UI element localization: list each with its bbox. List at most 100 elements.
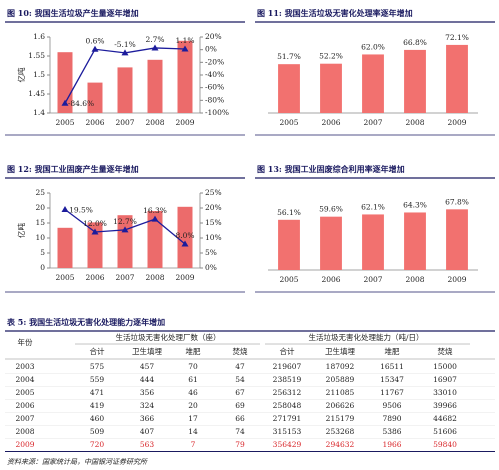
y2-tick-label: 5% (205, 248, 217, 257)
cell: 79 (235, 440, 245, 449)
data-label: 62.1% (361, 202, 385, 211)
cell: 457 (140, 362, 155, 371)
chart-title: 图 10: 我国生活垃圾产生量逐年增加 (7, 8, 139, 18)
data-label: 12.0% (83, 219, 107, 228)
x-tick-label: 2009 (447, 275, 466, 284)
cell: 61 (188, 375, 198, 384)
data-label: 0.6% (85, 36, 104, 45)
bar (177, 206, 193, 268)
y-tick-label: 0 (40, 263, 45, 272)
y2-tick-label: -40% (205, 70, 224, 79)
cell: 315153 (273, 427, 302, 436)
bar (446, 44, 468, 113)
marker (91, 45, 99, 52)
x-tick-label: 2006 (85, 273, 104, 282)
y-tick-label: 10 (35, 233, 45, 242)
x-tick-label: 2009 (175, 273, 194, 282)
cell: 15347 (380, 375, 404, 384)
header-group: 生活垃圾无害化处理厂数（座） (116, 332, 221, 342)
data-label: 16.3% (143, 206, 167, 215)
cell: 356 (140, 388, 155, 397)
x-tick-label: 2008 (145, 118, 164, 127)
y-tick-label: 1.5 (33, 70, 45, 79)
cell: 471 (90, 388, 104, 397)
marker (121, 226, 129, 233)
y-tick-label: 20 (35, 203, 45, 212)
cell: 2008 (15, 427, 34, 436)
y2-tick-label: -20% (205, 57, 224, 66)
cell: 356429 (273, 440, 302, 449)
marker (151, 44, 159, 51)
data-label: 1.1% (175, 36, 194, 45)
header-cell: 合计 (90, 346, 105, 356)
cell: 238519 (273, 375, 302, 384)
x-tick-label: 2007 (115, 118, 134, 127)
cell: 67 (235, 388, 245, 397)
bar (117, 67, 133, 113)
cell: 54 (235, 375, 245, 384)
marker (151, 215, 159, 222)
cell: 5386 (382, 427, 401, 436)
cell: 366 (140, 414, 155, 423)
cell: 256312 (273, 388, 302, 397)
y2-tick-label: 0% (205, 263, 217, 272)
cell: 15000 (433, 362, 457, 371)
x-tick-label: 2007 (363, 275, 382, 284)
cell: 324 (140, 401, 155, 410)
cell: 720 (90, 440, 105, 449)
cell: 17 (188, 414, 198, 423)
cell: 575 (90, 362, 105, 371)
cell: 20 (188, 401, 198, 410)
marker (61, 99, 69, 106)
header-cell: 卫生填埋 (325, 346, 355, 356)
cell: 206626 (326, 401, 355, 410)
y2-tick-label: 20% (205, 32, 222, 41)
bar (147, 211, 163, 268)
data-label: 62.0% (361, 42, 385, 51)
cell: 2007 (15, 414, 34, 423)
data-label: 51.7% (277, 52, 301, 61)
x-tick-label: 2005 (55, 273, 74, 282)
x-tick-label: 2005 (279, 275, 298, 284)
y2-tick-label: -80% (205, 95, 224, 104)
bar (404, 212, 426, 270)
marker (91, 228, 99, 235)
y-tick-label: 1.4 (33, 108, 45, 117)
cell: 407 (140, 427, 155, 436)
bar (87, 82, 103, 113)
cell: 7 (191, 440, 196, 449)
cell: 419 (90, 401, 105, 410)
bar (404, 49, 426, 113)
cell: 16511 (380, 362, 404, 371)
x-tick-label: 2005 (279, 118, 298, 127)
y2-tick-label: -100% (205, 108, 229, 117)
cell: 258048 (273, 401, 302, 410)
table-title: 表 5: 我国生活垃圾无害化处理能力逐年增加 (6, 317, 165, 327)
data-label: 2.7% (145, 35, 164, 44)
chart-title: 图 11: 我国生活垃圾无害化处理率逐年增加 (257, 8, 413, 18)
cell: 51606 (433, 427, 457, 436)
y-tick-label: 1.55 (28, 51, 45, 60)
y2-tick-label: 0% (205, 45, 217, 54)
cell: 11767 (380, 388, 404, 397)
x-tick-label: 2009 (447, 118, 466, 127)
y2-tick-label: 25% (205, 188, 222, 197)
header-cell: 卫生填埋 (132, 346, 162, 356)
x-tick-label: 2007 (115, 273, 134, 282)
x-tick-label: 2005 (55, 118, 74, 127)
cell: 294632 (326, 440, 355, 449)
cell: 9506 (382, 401, 401, 410)
bar (446, 209, 468, 270)
cell: 1966 (382, 440, 401, 449)
cell: 2009 (15, 440, 34, 449)
y2-tick-label: 20% (205, 203, 222, 212)
cell: 2006 (15, 401, 34, 410)
cell: 59840 (433, 440, 457, 449)
data-label: 19.5% (69, 206, 93, 215)
data-label: 56.1% (277, 208, 301, 217)
cell: 46 (188, 388, 198, 397)
data-label: 12.7% (113, 217, 137, 226)
bar (278, 64, 300, 113)
bar (57, 227, 73, 268)
data-label: 64.3% (403, 200, 427, 209)
